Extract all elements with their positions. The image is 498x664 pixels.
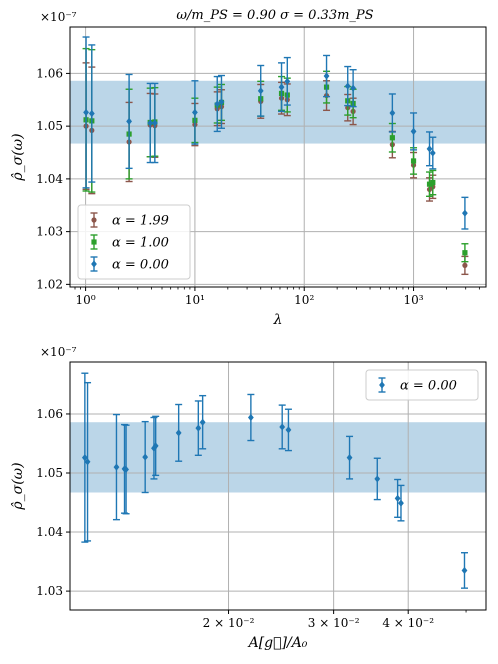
y-tick-label: 1.06 — [36, 407, 63, 421]
data-point — [194, 400, 202, 456]
top-frame — [69, 26, 487, 288]
legend-entry: α = 0.00 — [378, 377, 457, 394]
data-point — [84, 381, 92, 542]
bottom-y-label: ρ̂_σ(ω) — [10, 462, 26, 510]
data-point — [213, 75, 221, 133]
data-point — [344, 65, 352, 107]
legend-entry: α = 1.99 — [90, 212, 169, 229]
bottom-y-multiplier: ×10⁻⁷ — [40, 345, 77, 359]
data-point — [112, 413, 120, 521]
y-tick-label: 1.05 — [36, 119, 63, 133]
data-point — [82, 36, 90, 189]
data-point — [125, 73, 133, 170]
x-tick-label: 3 × 10⁻² — [308, 616, 360, 630]
top-ticks: 10⁰ 10¹ 10² 10³ 1.02 1.03 1.04 1.05 1.06 — [36, 66, 480, 307]
top-y-multiplier: ×10⁻⁷ — [40, 10, 77, 24]
data-point — [346, 435, 354, 480]
legend-label: α = 1.00 — [112, 236, 169, 251]
top-y-label: ρ̂_σ(ω) — [10, 133, 26, 181]
bottom-grid — [70, 362, 486, 610]
data-point — [429, 136, 437, 170]
legend-label: α = 1.99 — [112, 214, 169, 229]
x-tick-label: 10¹ — [185, 293, 205, 307]
legend-entry: α = 0.00 — [90, 256, 169, 273]
bottom-ticks: 2 × 10⁻² 3 × 10⁻² 4 × 10⁻² 1.03 1.04 1.05 1.06 — [36, 407, 467, 630]
legend-label: α = 0.00 — [400, 379, 457, 394]
y-tick-label: 1.03 — [36, 584, 63, 598]
bottom-frame — [69, 361, 487, 611]
data-point — [151, 82, 159, 164]
data-point — [257, 64, 265, 117]
data-point — [283, 56, 291, 106]
top-legend: α = 1.99 α = 1.00 α = 0.00 — [77, 204, 191, 280]
data-point — [88, 44, 96, 183]
bottom-marks — [81, 372, 468, 589]
data-point — [323, 54, 331, 98]
x-tick-label: 10³ — [404, 293, 424, 307]
bottom-legend: α = 0.00 — [365, 369, 479, 401]
data-point — [373, 457, 381, 501]
data-point — [461, 196, 469, 230]
top-panel: 10⁰ 10¹ 10² 10³ 1.02 1.03 1.04 1.05 1.06 ω/m_PS … — [10, 8, 487, 328]
data-point — [410, 112, 418, 151]
data-point — [152, 415, 160, 477]
y-tick-label: 1.06 — [36, 66, 63, 80]
legend-box — [365, 369, 479, 401]
data-point — [349, 69, 357, 108]
data-point — [141, 420, 149, 494]
data-point — [146, 82, 154, 164]
top-x-label: λ — [273, 312, 283, 328]
data-point — [247, 393, 255, 442]
data-point — [81, 372, 89, 543]
bottom-x-label: A[g⃗]/A₀ — [247, 635, 308, 651]
series-alpha_000 — [82, 36, 469, 230]
top-marks — [82, 36, 469, 276]
data-point — [199, 394, 207, 450]
top-band — [70, 80, 486, 144]
bottom-panel: 2 × 10⁻² 3 × 10⁻² 4 × 10⁻² 1.03 1.04 1.05 1.06… — [10, 345, 487, 651]
legend-label: α = 0.00 — [112, 258, 169, 273]
data-point — [388, 93, 396, 133]
data-point — [284, 408, 292, 452]
data-point — [217, 74, 225, 129]
legend-entry: α = 1.00 — [90, 234, 169, 251]
y-tick-label: 1.03 — [36, 225, 63, 239]
y-tick-label: 1.04 — [36, 525, 63, 539]
data-point — [461, 243, 469, 263]
data-point — [426, 171, 434, 197]
bottom-band — [70, 422, 486, 493]
y-tick-label: 1.04 — [36, 172, 63, 186]
data-point — [122, 424, 130, 515]
data-point — [191, 80, 199, 145]
x-tick-label: 10² — [294, 293, 314, 307]
y-tick-label: 1.05 — [36, 466, 63, 480]
data-point — [429, 169, 437, 196]
y-tick-label: 1.02 — [36, 277, 63, 291]
x-tick-label: 2 × 10⁻² — [203, 616, 255, 630]
x-tick-label: 10⁰ — [76, 293, 96, 307]
top-title: ω/m_PS = 0.90 σ = 0.33m_PS — [176, 8, 373, 23]
x-tick-label: 4 × 10⁻² — [382, 616, 434, 630]
data-point — [175, 403, 183, 462]
legend-box — [77, 204, 191, 280]
data-point — [460, 552, 468, 589]
data-point — [278, 404, 286, 450]
data-point — [410, 147, 418, 175]
data-point — [397, 484, 405, 522]
data-point — [278, 62, 286, 113]
series-alpha_000 — [81, 372, 468, 589]
